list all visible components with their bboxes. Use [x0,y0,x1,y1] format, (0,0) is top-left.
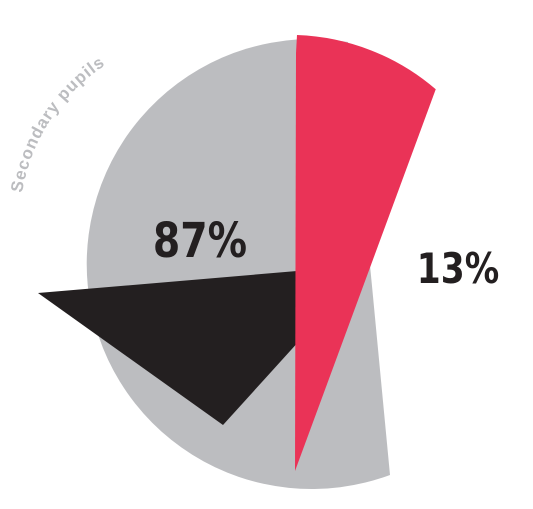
inner-wedge [38,265,368,425]
slice-label-large: 87% [153,213,247,269]
slice-highlight [295,35,436,471]
pie-slices [38,35,436,490]
series-label: Secondary pupils [7,52,108,194]
slice-label-small: 13% [417,245,499,294]
series-label-text: Secondary pupils [7,52,107,194]
